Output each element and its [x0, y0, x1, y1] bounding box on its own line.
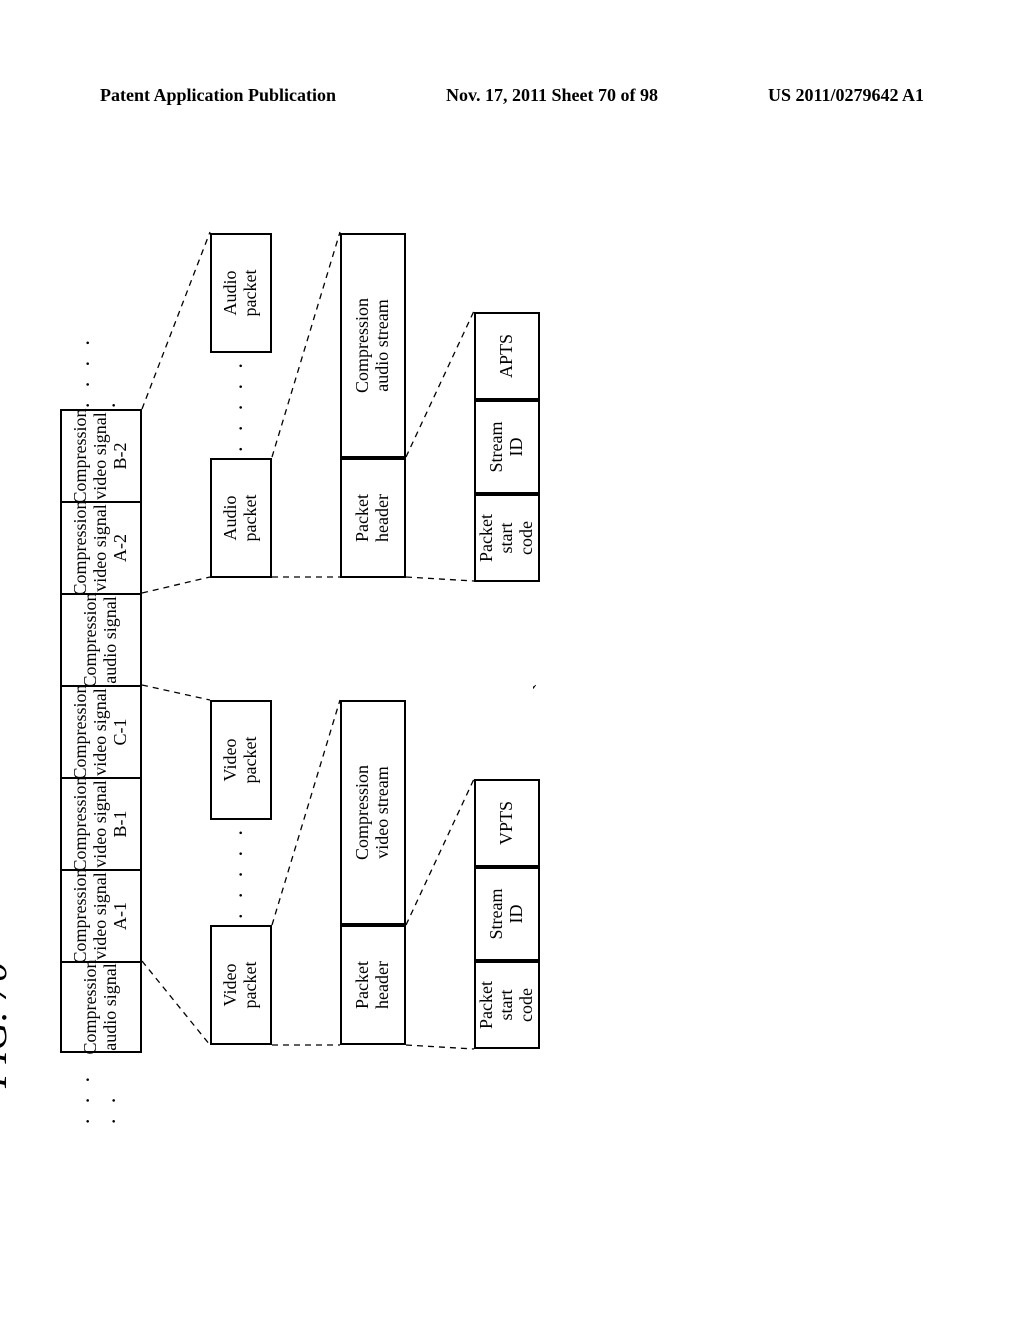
video-packet-cell: Video packet: [210, 925, 272, 1045]
audio-packet-row: Audio packet · · · · · Audio packet: [210, 233, 272, 578]
stream-cell: Compression video signal C-1: [60, 685, 142, 777]
subtree-lanes: Video packet · · · · · Video packet Pack…: [142, 165, 540, 1125]
stream-id-cell: Stream ID: [474, 867, 540, 961]
dots-mid: · · · · ·: [210, 353, 272, 458]
stream-cell: Compression video signal B-2: [60, 409, 142, 501]
stream-id-cell: Stream ID: [474, 400, 540, 494]
patent-number-text: US 2011/0279642 A1: [768, 85, 924, 106]
page-header: Patent Application Publication Nov. 17, …: [0, 85, 1024, 106]
audio-header-row: Packet header Compression audio stream: [340, 233, 406, 578]
video-packet-row: Video packet · · · · · Video packet: [210, 700, 272, 1045]
video-stream-cell: Compression video stream: [340, 700, 406, 925]
date-sheet-text: Nov. 17, 2011 Sheet 70 of 98: [446, 85, 658, 106]
figure-area: FIG. 70 · · · · · Compression audio sign…: [20, 285, 1020, 1005]
video-header-row: Packet header Compression video stream: [340, 700, 406, 1045]
video-packet-cell: Video packet: [210, 700, 272, 820]
figure-label: FIG. 70: [0, 962, 16, 1088]
audio-packet-cell: Audio packet: [210, 458, 272, 578]
stream-row: · · · · · Compression audio signal Compr…: [60, 165, 142, 1125]
audio-fields-row: Packet start code Stream ID APTS: [474, 233, 540, 582]
stream-cell: Compression video signal A-2: [60, 501, 142, 593]
patent-pub-text: Patent Application Publication: [100, 85, 336, 106]
video-subtree: Video packet · · · · · Video packet Pack…: [142, 700, 540, 1045]
audio-stream-cell: Compression audio stream: [340, 233, 406, 458]
packet-header-cell: Packet header: [340, 458, 406, 578]
dots-mid: · · · · ·: [210, 820, 272, 925]
dots-left: · · · · ·: [60, 1053, 142, 1125]
audio-packet-cell: Audio packet: [210, 233, 272, 353]
stream-cell: Compression audio signal: [60, 593, 142, 685]
packet-start-code-cell: Packet start code: [474, 961, 540, 1049]
packet-diagram: · · · · · Compression audio signal Compr…: [60, 165, 540, 1125]
stream-cell: Compression video signal A-1: [60, 869, 142, 961]
stream-cell: Compression video signal B-1: [60, 777, 142, 869]
stream-cell: Compression audio signal: [60, 961, 142, 1053]
stray-mark: `: [530, 683, 553, 690]
video-fields-row: Packet start code Stream ID VPTS: [474, 700, 540, 1049]
dots-right: · · · · ·: [60, 319, 142, 409]
packet-start-code-cell: Packet start code: [474, 494, 540, 582]
packet-header-cell: Packet header: [340, 925, 406, 1045]
vpts-cell: VPTS: [474, 779, 540, 867]
audio-subtree: Audio packet · · · · · Audio packet Pack…: [142, 233, 540, 578]
apts-cell: APTS: [474, 312, 540, 400]
